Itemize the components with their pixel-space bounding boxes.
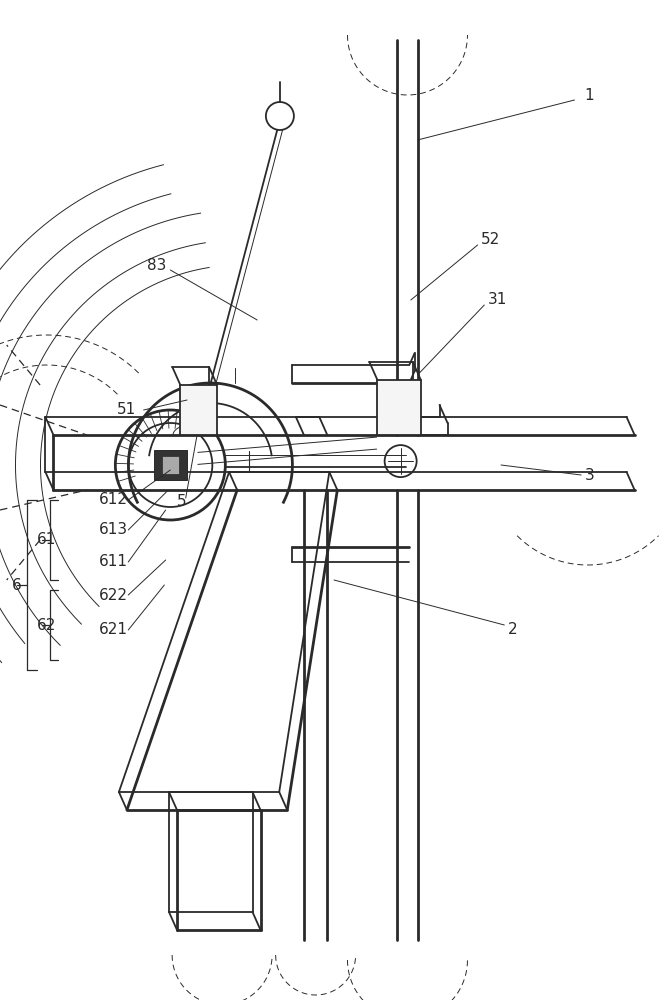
Text: 51: 51 bbox=[117, 402, 136, 418]
Text: 611: 611 bbox=[99, 554, 128, 570]
Text: 62: 62 bbox=[37, 617, 56, 633]
Text: 6: 6 bbox=[12, 577, 22, 592]
Text: 61: 61 bbox=[37, 532, 56, 548]
Text: 2: 2 bbox=[508, 622, 517, 638]
Bar bbox=[162, 456, 178, 474]
Text: 3: 3 bbox=[584, 468, 595, 483]
Bar bbox=[377, 380, 421, 435]
Bar bbox=[154, 450, 187, 480]
Text: 612: 612 bbox=[99, 492, 128, 508]
Text: 1: 1 bbox=[584, 88, 594, 103]
Bar bbox=[180, 385, 217, 435]
Text: 621: 621 bbox=[99, 622, 128, 638]
Text: 613: 613 bbox=[99, 522, 128, 538]
Text: 31: 31 bbox=[488, 292, 507, 308]
Text: 622: 622 bbox=[99, 587, 128, 602]
Text: 5: 5 bbox=[177, 494, 186, 510]
Text: 52: 52 bbox=[481, 232, 500, 247]
Text: 83: 83 bbox=[147, 257, 166, 272]
